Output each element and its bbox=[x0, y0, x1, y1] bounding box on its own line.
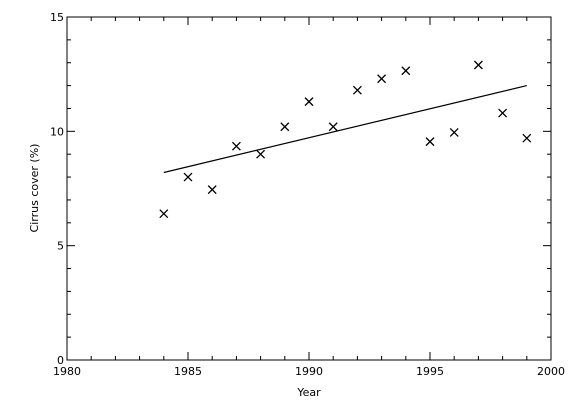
x-axis-ticks bbox=[66, 17, 552, 360]
data-point bbox=[498, 108, 508, 118]
data-point bbox=[522, 133, 532, 143]
x-tick-label: 1995 bbox=[416, 365, 444, 378]
data-point bbox=[352, 85, 362, 95]
data-point bbox=[377, 74, 387, 84]
trend-line bbox=[163, 85, 527, 174]
data-point bbox=[207, 185, 217, 195]
y-axis-label: Cirrus cover (%) bbox=[28, 144, 41, 233]
y-axis-tick-labels: 0 5 10 15 bbox=[50, 11, 64, 367]
data-point bbox=[425, 137, 435, 147]
data-point bbox=[280, 122, 290, 132]
data-point bbox=[449, 128, 459, 137]
data-point bbox=[473, 60, 483, 70]
data-point bbox=[304, 97, 314, 107]
y-tick-label: 5 bbox=[57, 240, 64, 253]
x-tick-label: 1985 bbox=[174, 365, 202, 378]
data-points bbox=[159, 60, 532, 219]
y-tick-label: 15 bbox=[50, 11, 64, 24]
regression-line bbox=[163, 85, 527, 174]
data-point bbox=[231, 141, 241, 151]
x-tick-label: 1990 bbox=[295, 365, 323, 378]
y-axis-ticks bbox=[67, 16, 551, 361]
x-axis-label: Year bbox=[296, 386, 321, 399]
data-point bbox=[401, 66, 411, 76]
data-point bbox=[183, 172, 193, 182]
x-tick-label: 2000 bbox=[537, 365, 565, 378]
data-point bbox=[328, 122, 338, 132]
y-tick-label: 0 bbox=[57, 354, 64, 367]
x-axis-tick-labels: 1980 1985 1990 1995 2000 bbox=[53, 365, 565, 378]
plot-frame bbox=[66, 16, 552, 361]
y-tick-label: 10 bbox=[50, 125, 64, 138]
data-point bbox=[159, 209, 169, 219]
x-tick-label: 1980 bbox=[53, 365, 81, 378]
data-point bbox=[256, 149, 266, 159]
